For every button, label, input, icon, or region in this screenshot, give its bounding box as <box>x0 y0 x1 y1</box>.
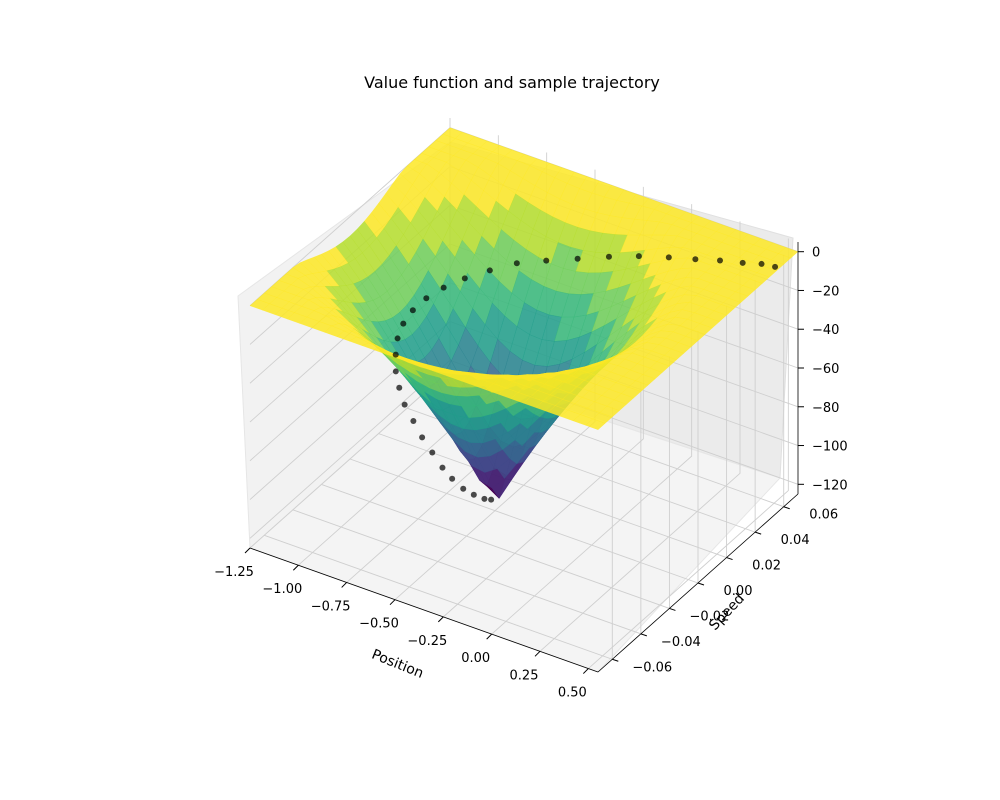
y-tick-label: −0.02 <box>690 609 730 624</box>
y-tick-mark <box>783 506 790 510</box>
x-tick-label: 0.50 <box>558 686 587 701</box>
z-tick-label: −40 <box>812 323 839 338</box>
trajectory-point <box>401 401 408 408</box>
trajectory-point <box>392 368 399 375</box>
x-tick-label: −1.00 <box>262 582 302 597</box>
z-tick-label: −20 <box>812 284 839 299</box>
trajectory-point <box>513 260 520 267</box>
trajectory-point <box>460 485 467 492</box>
trajectory-point <box>772 263 779 270</box>
x-axis-line <box>249 547 599 673</box>
x-tick-mark <box>486 633 493 640</box>
x-tick-label: −0.50 <box>359 617 399 632</box>
y-tick-mark <box>754 531 762 535</box>
axes: −1.25 −1.00 −0.75 −0.50 −0.25 0.00 0.25 0.50 −0.… <box>214 242 848 701</box>
trajectory-point <box>440 284 447 291</box>
x-tick-mark <box>341 582 348 588</box>
x-axis-label: Position <box>369 647 426 682</box>
z-tick-label: −80 <box>812 401 839 416</box>
x-grid-line <box>539 221 741 652</box>
y-tick-label: −0.06 <box>632 660 672 675</box>
y-tick-label: 0.06 <box>809 508 838 523</box>
x-tick-mark <box>534 650 541 657</box>
y-tick-mark <box>640 633 648 637</box>
x-tick-label: −0.75 <box>311 599 351 614</box>
trajectory-point <box>543 257 550 264</box>
trajectory-point <box>470 491 477 498</box>
trajectory-point <box>396 384 403 391</box>
x-tick-label: 0.00 <box>461 651 490 666</box>
x-tick-mark <box>582 668 589 674</box>
y-tick-label: 0.04 <box>781 533 810 548</box>
trajectory-point <box>635 253 642 260</box>
chart-title: Value function and sample trajectory <box>364 73 660 92</box>
z-tick-label: −120 <box>812 478 848 493</box>
y-tick-label: 0.00 <box>724 584 753 599</box>
trajectory-points <box>392 253 779 503</box>
trajectory-point <box>486 267 493 274</box>
z-tick-label: 0 <box>812 246 820 261</box>
y-tick-mark <box>669 607 676 611</box>
surface-patch <box>585 418 606 430</box>
trajectory-point <box>692 256 699 263</box>
trajectory-point <box>461 275 468 282</box>
x-tick-mark <box>244 547 251 554</box>
trajectory-point <box>419 434 426 441</box>
trajectory-point <box>439 464 446 471</box>
x-tick-label: −0.25 <box>407 634 447 649</box>
trajectory-point <box>400 320 407 327</box>
trajectory-point <box>717 257 723 264</box>
y-tick-label: −0.04 <box>661 635 701 650</box>
x-tick-mark <box>389 599 396 606</box>
z-tick-label: −60 <box>812 362 839 377</box>
y-tick-mark <box>726 557 733 561</box>
trajectory-point <box>394 335 401 342</box>
trajectory-point <box>392 351 399 358</box>
x-tick-mark <box>437 616 444 623</box>
x-tick-mark <box>292 564 299 571</box>
trajectory-point <box>410 418 417 425</box>
trajectory-point <box>574 255 581 262</box>
x-tick-label: −1.25 <box>214 565 254 580</box>
y-tick-mark <box>697 582 705 586</box>
trajectory-point <box>449 475 456 482</box>
x-tick-label: 0.25 <box>510 668 539 683</box>
y-axis-line <box>597 493 799 673</box>
y-tick-label: 0.02 <box>752 559 781 574</box>
trajectory-point <box>605 253 612 260</box>
trajectory-point <box>739 259 746 266</box>
trajectory-point <box>758 260 765 267</box>
z-tick-label: −100 <box>812 440 848 455</box>
trajectory-point <box>409 307 416 314</box>
y-tick-mark <box>612 658 619 662</box>
x-grid-line <box>588 238 789 669</box>
trajectory-point <box>423 295 430 302</box>
value-surface <box>249 127 799 499</box>
trajectory-point <box>481 495 488 502</box>
trajectory-point <box>488 496 495 503</box>
trajectory-point <box>429 449 436 456</box>
trajectory-point <box>665 254 672 261</box>
